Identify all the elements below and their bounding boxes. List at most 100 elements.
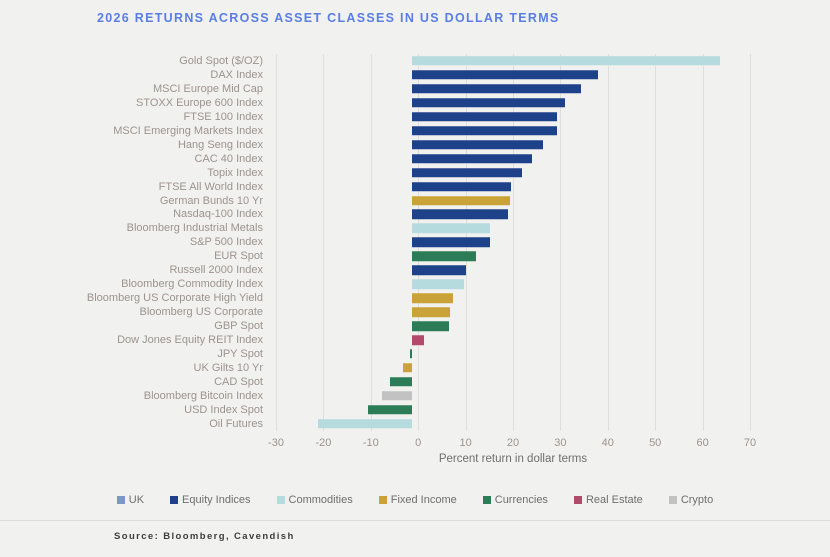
table-row: Hang Seng Index: [0, 138, 830, 152]
gridline: [560, 54, 562, 431]
category-label: Nasdaq-100 Index: [173, 208, 263, 221]
legend: UK Equity Indices Commodities Fixed Income C…: [0, 494, 830, 506]
legend-label: Equity Indices: [182, 494, 251, 506]
bar: [412, 237, 490, 248]
bar: [412, 139, 543, 150]
legend-swatch: [116, 496, 125, 504]
bar-track: [270, 54, 744, 68]
legend-label: Crypto: [680, 494, 714, 506]
bar: [412, 335, 424, 345]
category-label: FTSE 100 Index: [183, 110, 264, 123]
bar-track: [270, 68, 744, 82]
table-row: MSCI Europe Mid Cap: [0, 82, 830, 96]
legend-swatch: [668, 496, 677, 504]
table-row: Bloomberg Industrial Metals: [0, 221, 830, 235]
legend-label: Real Estate: [585, 494, 643, 506]
x-tick-label: -20: [315, 437, 332, 449]
table-row: CAC 40 Index: [0, 152, 830, 166]
legend-item: Fixed Income: [378, 494, 457, 506]
bar-track: [270, 180, 744, 194]
table-row: Bloomberg US Corporate: [0, 305, 830, 319]
x-tick-label: -10: [362, 437, 379, 449]
bar-track: [270, 277, 744, 291]
bar: [318, 419, 413, 429]
x-tick-label: 40: [601, 437, 614, 449]
bar-track: [270, 207, 744, 221]
x-tick-label: 20: [506, 437, 520, 449]
legend-swatch: [378, 496, 387, 504]
legend-label: Currencies: [494, 494, 548, 506]
category-label: STOXX Europe 600 Index: [136, 96, 263, 109]
table-row: Russell 2000 Index: [0, 263, 830, 277]
category-label: Russell 2000 Index: [169, 264, 263, 277]
category-label: DAX Index: [210, 68, 263, 81]
x-tick-label: 10: [459, 437, 472, 449]
bar-track: [270, 361, 744, 375]
table-row: Topix Index: [0, 166, 830, 180]
gridline: [276, 54, 277, 431]
category-label: CAD Spot: [214, 375, 263, 388]
category-label: Bloomberg US Corporate High Yield: [86, 292, 263, 305]
category-label: Gold Spot ($/OZ): [179, 54, 263, 67]
legend-item: Real Estate: [573, 494, 643, 506]
bar: [412, 112, 558, 122]
gridline: [750, 54, 751, 431]
bar-track: [270, 375, 744, 389]
category-label: Bloomberg US Corporate: [139, 306, 263, 319]
plot-area: Gold Spot ($/OZ) DAX Index MSCI Europe Mid…: [0, 54, 830, 431]
legend-item: Crypto: [668, 494, 714, 506]
table-row: EUR Spot: [0, 249, 830, 263]
bar-track: [270, 124, 744, 138]
table-row: UK Gilts 10 Yr: [0, 361, 830, 375]
legend-item: Commodities: [276, 494, 353, 506]
bar-track: [270, 319, 744, 333]
x-axis-ticks: -30 -20 -10 0 10 20 30 40 50 60 70: [268, 437, 756, 451]
category-label: Hang Seng Index: [177, 138, 263, 151]
legend-label: UK: [128, 494, 145, 506]
bar: [412, 195, 510, 206]
table-row: German Bunds 10 Yr: [0, 194, 830, 208]
bar-track: [270, 389, 744, 403]
gridline: [370, 54, 372, 431]
category-label: Bloomberg Bitcoin Index: [143, 389, 263, 402]
table-row: JPY Spot: [0, 347, 830, 361]
category-label: JPY Spot: [217, 347, 263, 360]
bar: [390, 377, 413, 387]
bar-rows: Gold Spot ($/OZ) DAX Index MSCI Europe Mid…: [0, 54, 830, 431]
category-label: GBP Spot: [214, 320, 263, 333]
table-row: STOXX Europe 600 Index: [0, 96, 830, 110]
chart-title: 2026 RETURNS ACROSS ASSET CLASSES IN US …: [97, 11, 560, 25]
bar-track: [270, 138, 744, 152]
category-label: Dow Jones Equity REIT Index: [117, 334, 263, 347]
legend-swatch: [276, 496, 285, 504]
x-tick-label: 0: [415, 437, 422, 449]
category-label: USD Index Spot: [184, 403, 263, 416]
table-row: Bloomberg US Corporate High Yield: [0, 291, 830, 305]
bar: [412, 321, 450, 331]
bar-track: [270, 263, 744, 277]
bar-track: [270, 249, 744, 263]
bar-track: [270, 82, 744, 96]
bar: [382, 391, 413, 401]
bar-track: [270, 347, 744, 361]
x-tick-label: 30: [554, 437, 567, 449]
table-row: Gold Spot ($/OZ): [0, 54, 830, 68]
table-row: Oil Futures: [0, 417, 830, 431]
bar-track: [270, 96, 744, 110]
table-row: USD Index Spot: [0, 403, 830, 417]
bar-track: [270, 110, 744, 124]
gridline: [323, 54, 325, 431]
legend-item: UK: [116, 494, 145, 506]
category-label: UK Gilts 10 Yr: [193, 361, 264, 374]
gridline: [607, 54, 609, 431]
bar-track: [270, 152, 744, 166]
legend-item: Equity Indices: [170, 494, 251, 506]
bar: [409, 349, 413, 359]
table-row: CAD Spot: [0, 375, 830, 389]
category-label: Oil Futures: [209, 417, 263, 430]
gridline: [655, 54, 657, 431]
bar-track: [270, 403, 744, 417]
x-tick-label: 50: [649, 437, 662, 449]
category-label: MSCI Europe Mid Cap: [152, 82, 263, 95]
